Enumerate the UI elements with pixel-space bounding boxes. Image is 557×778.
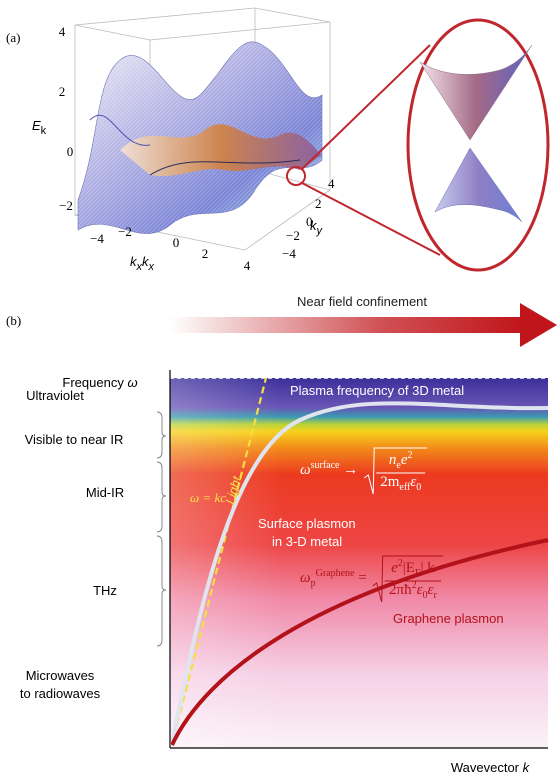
formula-token: 2m [380,474,400,490]
band-surface [78,42,322,234]
formula-token: Graphene [316,568,355,579]
x-tick-label: 2 [202,246,209,261]
x-axis-label: Wavevector k [451,760,531,775]
light-equation: ω = kc [190,490,226,505]
region-label: to radiowaves [20,686,101,701]
z-axis-subscript: k [41,125,47,137]
formula-token: ω [300,462,311,478]
spectrum-fade [170,378,548,748]
z-tick-label: 4 [59,24,66,39]
z-axis-label: Ek [32,118,47,137]
z-tick-label: 2 [59,84,66,99]
z-tick-label: 0 [67,144,74,159]
panel-label: (a) [6,30,20,45]
formula-token: 0 [416,482,421,493]
y-tick-label: −2 [286,228,300,243]
y-axis-symbol: ω [127,375,137,390]
formula-token: = [354,570,366,586]
formula-token: → [339,462,358,478]
surface-plasmon-label: in 3-D metal [272,534,342,549]
x-tick-label: −4 [90,231,104,246]
x-axis-symbol: k [523,760,531,775]
formula-token: p [311,578,316,589]
formula-part: e2|EF| k [391,558,435,579]
arrow-label: Near field confinement [297,294,427,309]
y-tick-label: 2 [315,196,322,211]
x-tick-label: −2 [118,224,132,239]
zoom-inset [287,20,548,270]
formula-token: |E [403,560,415,576]
plasma-label: Plasma frequency of 3D metal [290,383,464,398]
formula-token: n [389,452,397,468]
region-label: Visible to near IR [25,432,124,447]
x-axis-label: kxkx [130,254,155,273]
region-label: Microwaves [26,668,95,683]
y-tick-label: 4 [328,176,335,191]
x-tick-label: 0 [173,235,180,250]
region-label: Ultraviolet [26,388,84,403]
confinement-arrow [170,303,557,347]
formula-token: ω [300,570,311,586]
formula-token: 2πħ [389,582,412,598]
region-label: Mid-IR [86,485,124,500]
graphene-plasmon-label: Graphene plasmon [393,611,504,626]
x-tick-label: 4 [244,258,251,273]
x-axis-subscript: x [148,261,155,273]
y-axis-label: ky [310,218,324,237]
region-braces [157,412,166,646]
y-tick-label: −4 [282,246,296,261]
formula-token: surface [311,460,340,471]
x-axis-text: Wavevector [451,760,520,775]
surface-plasmon-label: Surface plasmon [258,516,356,531]
panel-label: (b) [6,313,21,328]
z-axis-symbol: E [32,118,41,133]
formula-token: 2 [408,450,413,461]
region-label: THz [93,583,117,598]
formula-token: | k [420,560,435,576]
z-tick-label: −2 [59,198,73,213]
y-axis-subscript: y [316,225,324,237]
figure: (a) 4 2 0 −2 Ek −4 −2 0 2 4 kxkx 4 2 0 −… [0,0,557,778]
formula-token: eff [399,482,411,493]
